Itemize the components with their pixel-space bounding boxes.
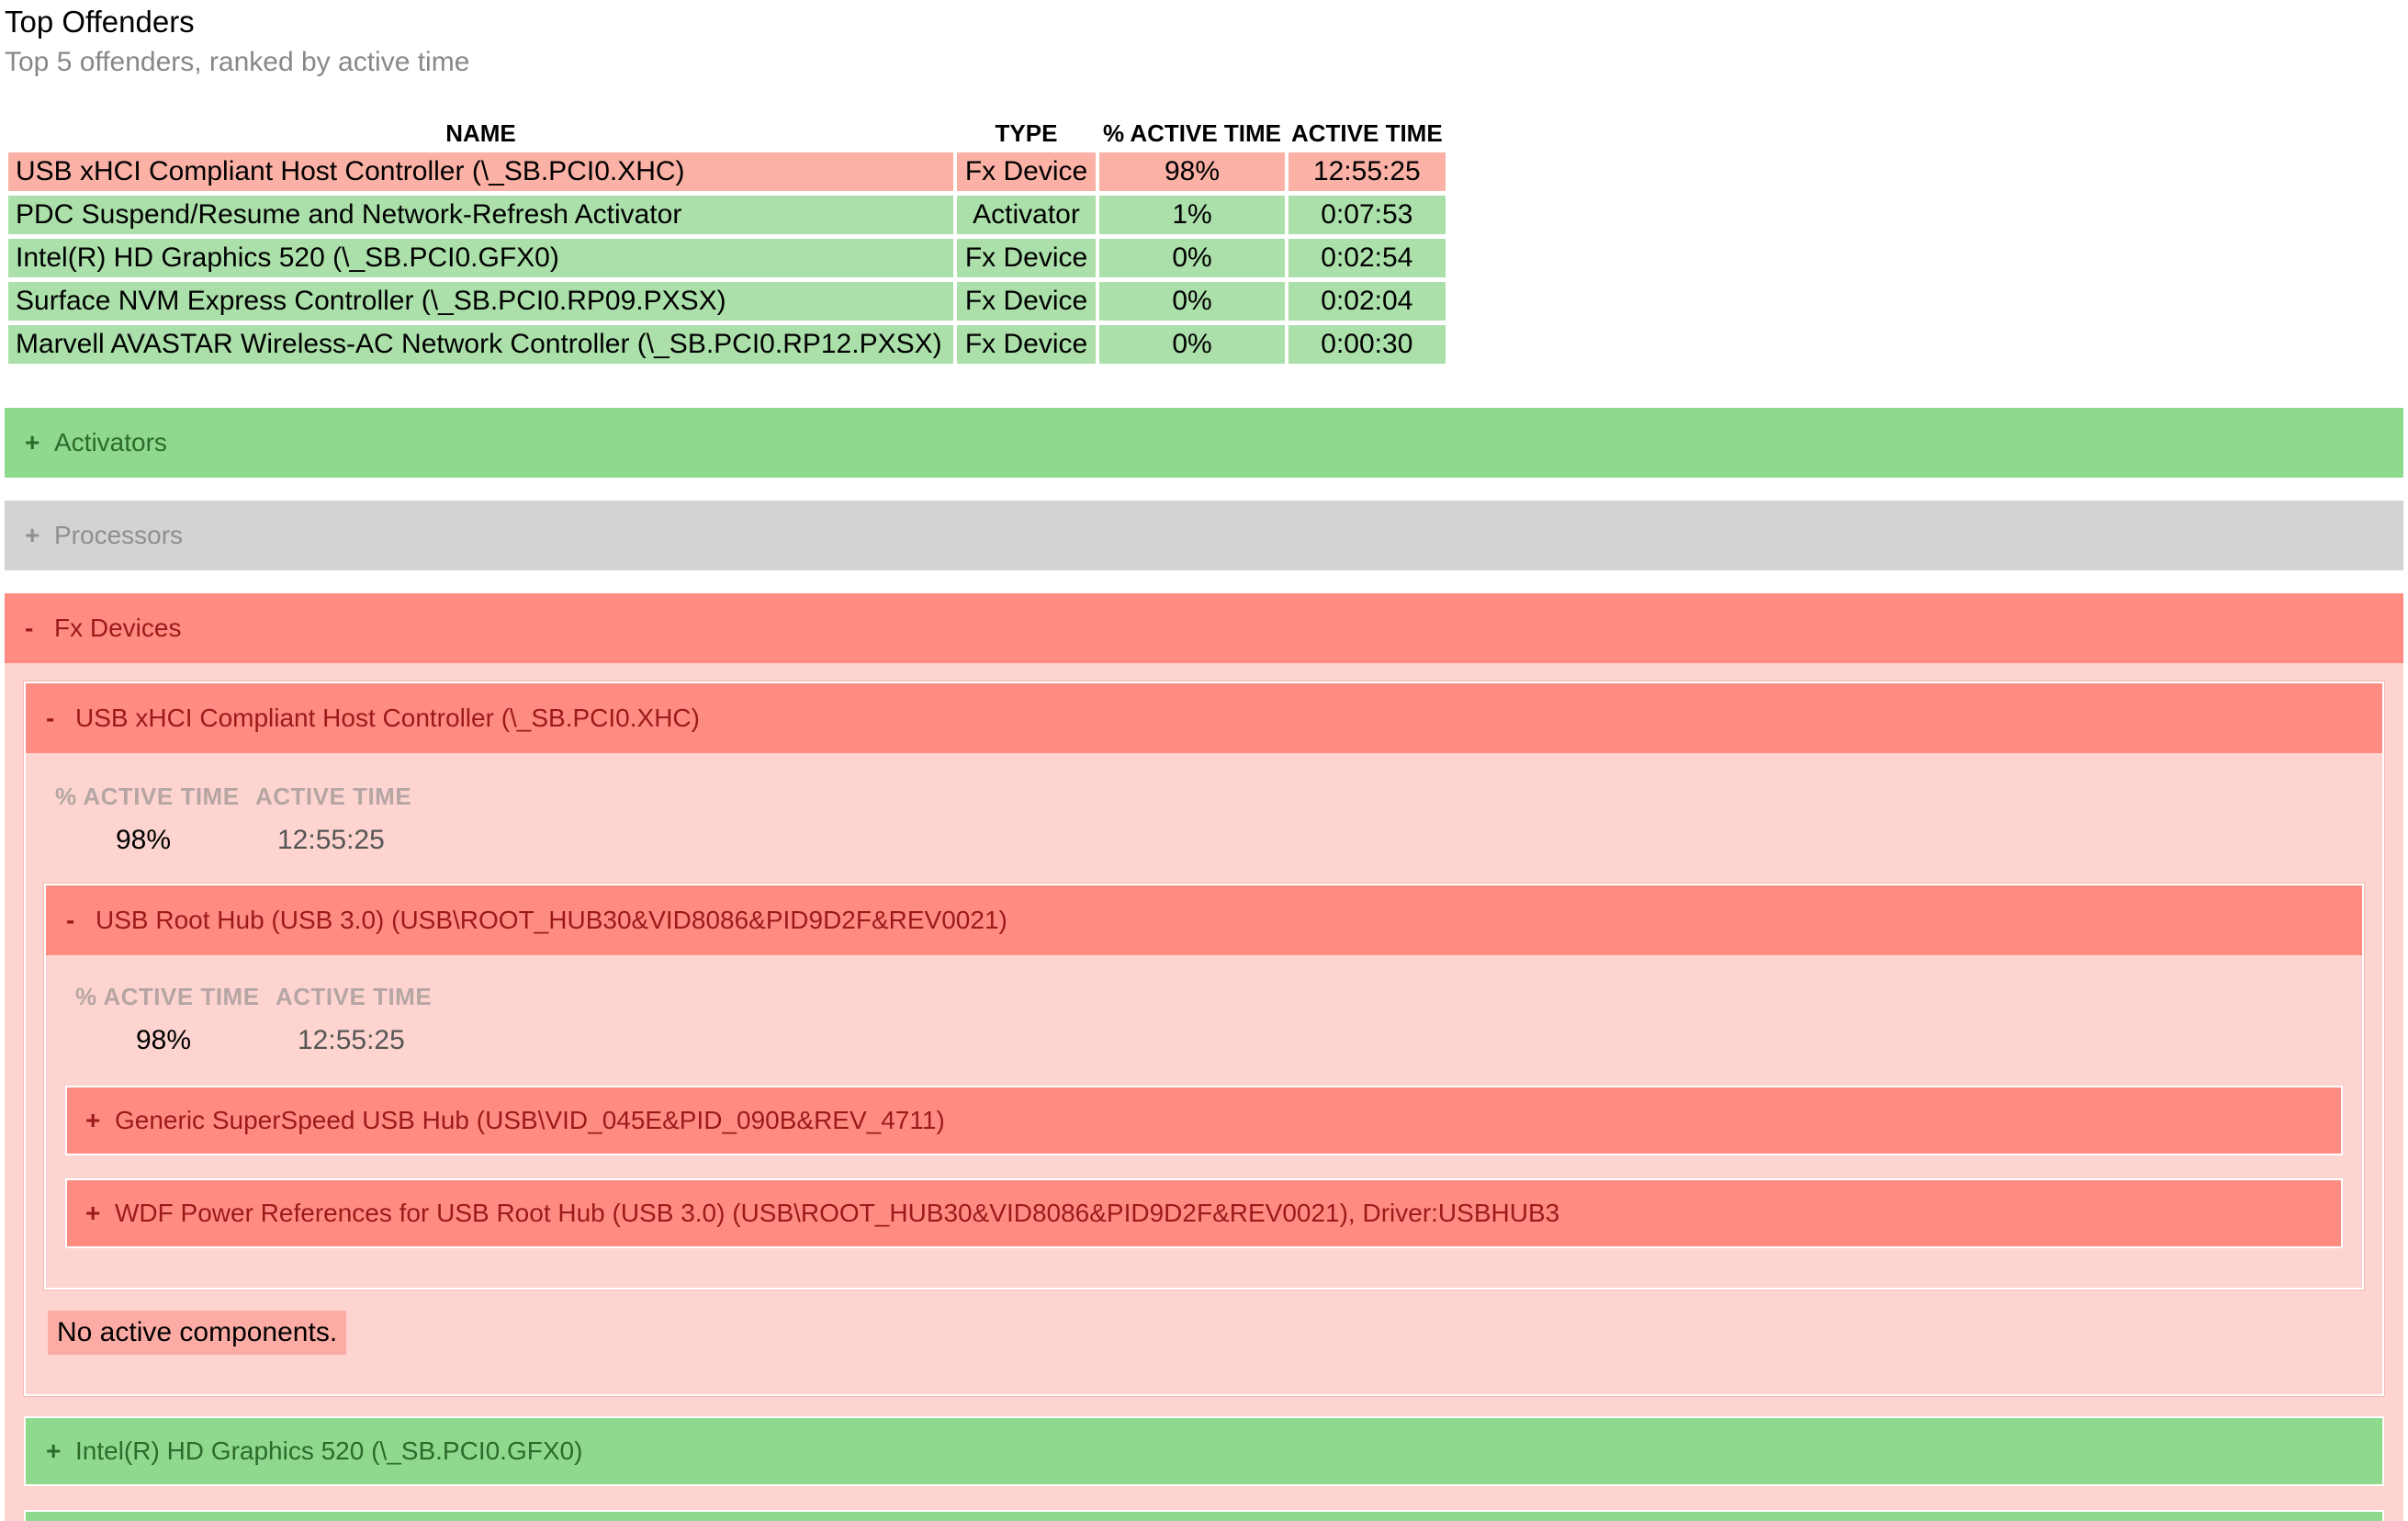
collapse-icon: - xyxy=(25,614,34,642)
row-type: Fx Device xyxy=(957,152,1096,196)
row-active-time: 0:02:54 xyxy=(1288,239,1446,282)
next-device-header[interactable] xyxy=(24,1510,2384,1521)
section-fx-devices-header[interactable]: - Fx Devices xyxy=(5,593,2403,663)
collapse-icon: - xyxy=(66,906,75,934)
row-active-time: 0:02:04 xyxy=(1288,282,1446,325)
row-type: Fx Device xyxy=(957,282,1096,325)
device-label: USB xHCI Compliant Host Controller (\_SB… xyxy=(75,704,700,732)
table-row[interactable]: Surface NVM Express Controller (\_SB.PCI… xyxy=(8,282,1446,325)
section-label: Fx Devices xyxy=(54,614,182,642)
top-offenders-table: NAME TYPE % ACTIVE TIME ACTIVE TIME USB … xyxy=(5,114,1449,368)
row-active-time: 12:55:25 xyxy=(1288,152,1446,196)
column-header-percent-active[interactable]: % ACTIVE TIME xyxy=(1102,118,1282,147)
row-percent-active: 98% xyxy=(1099,152,1285,196)
expand-icon: + xyxy=(85,1199,101,1227)
device-label: Intel(R) HD Graphics 520 (\_SB.PCI0.GFX0… xyxy=(75,1436,583,1465)
row-percent-active: 0% xyxy=(1099,282,1285,325)
active-time-label: ACTIVE TIME xyxy=(276,983,433,1010)
device-label: USB Root Hub (USB 3.0) (USB\ROOT_HUB30&V… xyxy=(96,906,1007,934)
section-label: Activators xyxy=(54,428,167,456)
expand-icon: + xyxy=(25,428,40,456)
device-label: Generic SuperSpeed USB Hub (USB\VID_045E… xyxy=(115,1106,945,1134)
expand-icon: + xyxy=(46,1436,62,1465)
table-row[interactable]: Intel(R) HD Graphics 520 (\_SB.PCI0.GFX0… xyxy=(8,239,1446,282)
row-type: Activator xyxy=(957,196,1096,239)
active-time-label: ACTIVE TIME xyxy=(255,783,412,810)
active-time-value: 12:55:25 xyxy=(277,825,385,855)
wdf-power-references-header[interactable]: + WDF Power References for USB Root Hub … xyxy=(65,1178,2343,1248)
column-header-name[interactable]: NAME xyxy=(445,118,516,147)
expand-icon: + xyxy=(85,1106,101,1134)
intel-graphics-header[interactable]: + Intel(R) HD Graphics 520 (\_SB.PCI0.GF… xyxy=(24,1416,2384,1486)
usb-controller-header[interactable]: - USB xHCI Compliant Host Controller (\_… xyxy=(26,683,2382,753)
device-label: WDF Power References for USB Root Hub (U… xyxy=(115,1199,1560,1227)
usb-root-hub-header[interactable]: - USB Root Hub (USB 3.0) (USB\ROOT_HUB30… xyxy=(46,885,2362,955)
table-row[interactable]: USB xHCI Compliant Host Controller (\_SB… xyxy=(8,152,1446,196)
collapse-icon: - xyxy=(46,704,55,732)
section-label: Processors xyxy=(54,521,184,549)
row-active-time: 0:00:30 xyxy=(1288,325,1446,368)
row-name: USB xHCI Compliant Host Controller (\_SB… xyxy=(8,152,953,196)
percent-active-label: % ACTIVE TIME xyxy=(55,783,240,810)
row-name: PDC Suspend/Resume and Network-Refresh A… xyxy=(8,196,953,239)
column-header-type[interactable]: TYPE xyxy=(995,118,1058,147)
page-subtitle: Top 5 offenders, ranked by active time xyxy=(5,47,470,77)
row-percent-active: 0% xyxy=(1099,239,1285,282)
row-name: Surface NVM Express Controller (\_SB.PCI… xyxy=(8,282,953,325)
page-title: Top Offenders xyxy=(5,5,195,39)
table-header-row: NAME TYPE % ACTIVE TIME ACTIVE TIME xyxy=(8,114,1446,152)
no-active-components-note: No active components. xyxy=(48,1311,347,1355)
active-time-value: 12:55:25 xyxy=(298,1025,405,1055)
percent-active-label: % ACTIVE TIME xyxy=(75,983,260,1010)
expand-icon: + xyxy=(25,521,40,549)
row-type: Fx Device xyxy=(957,239,1096,282)
column-header-active-time[interactable]: ACTIVE TIME xyxy=(1291,118,1443,147)
generic-usb-hub-header[interactable]: + Generic SuperSpeed USB Hub (USB\VID_04… xyxy=(65,1086,2343,1155)
row-percent-active: 0% xyxy=(1099,325,1285,368)
table-row[interactable]: PDC Suspend/Resume and Network-Refresh A… xyxy=(8,196,1446,239)
row-type: Fx Device xyxy=(957,325,1096,368)
percent-active-value: 98% xyxy=(136,1025,192,1055)
row-percent-active: 1% xyxy=(1099,196,1285,239)
row-active-time: 0:07:53 xyxy=(1288,196,1446,239)
percent-active-value: 98% xyxy=(116,825,172,855)
section-processors-header[interactable]: + Processors xyxy=(5,501,2403,570)
table-row[interactable]: Marvell AVASTAR Wireless-AC Network Cont… xyxy=(8,325,1446,368)
row-name: Intel(R) HD Graphics 520 (\_SB.PCI0.GFX0… xyxy=(8,239,953,282)
section-activators-header[interactable]: + Activators xyxy=(5,408,2403,478)
row-name: Marvell AVASTAR Wireless-AC Network Cont… xyxy=(8,325,953,368)
